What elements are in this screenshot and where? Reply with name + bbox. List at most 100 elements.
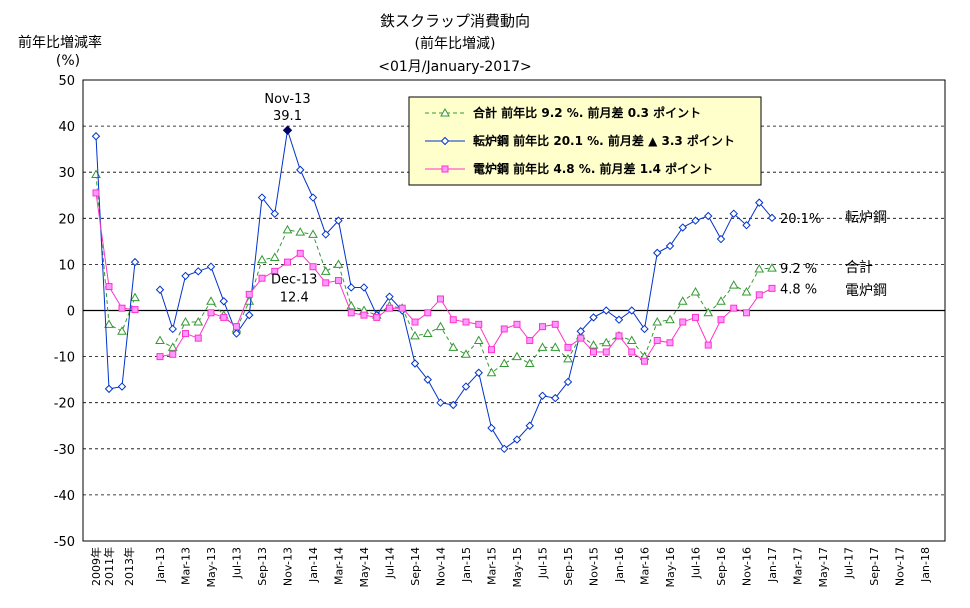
data-point-diamond <box>168 324 177 334</box>
data-point-square <box>628 348 636 356</box>
data-point-triangle <box>754 264 765 273</box>
y-tick-labels: 50 40 30 20 10 0 -10 -20 -30 -40 -50 <box>54 74 75 550</box>
x-tick-labels: 2009年 2011年 2013年 Jan-13 Mar-13 May-13 Jul-13 S… <box>89 547 932 588</box>
x-tick-label: Nov-14 <box>435 547 448 586</box>
plot-border <box>82 79 946 542</box>
data-point-diamond <box>117 382 127 391</box>
x-tick-label: Mar-17 <box>792 547 805 585</box>
chart-period: <01月/January-2017> <box>378 59 532 75</box>
data-point-square <box>704 341 712 349</box>
series-layer <box>91 125 777 454</box>
data-point-diamond <box>181 271 190 281</box>
data-point-square <box>475 320 483 328</box>
data-point-square <box>615 332 623 340</box>
data-point-square <box>233 323 240 331</box>
data-point-diamond <box>449 400 458 410</box>
data-point-diamond <box>589 313 598 322</box>
data-point-diamond <box>474 368 483 377</box>
y-axis-label: 前年比増減率 <box>18 34 102 51</box>
data-point-triangle <box>180 317 191 326</box>
data-point-triangle <box>703 307 714 317</box>
y-tick-label: 40 <box>58 120 75 135</box>
x-tick-label: 2011年 <box>102 547 116 586</box>
x-tick-label: Jan-13 <box>154 547 167 583</box>
series-name-converter: 転炉鋼 <box>845 210 887 226</box>
data-point-triangle <box>767 263 777 272</box>
y-tick-label: 20 <box>58 212 75 227</box>
data-point-square <box>296 249 304 257</box>
data-point-square <box>641 357 648 365</box>
grid-lines <box>82 79 946 542</box>
data-point-triangle <box>308 229 318 238</box>
data-point-triangle <box>665 314 675 324</box>
data-point-square <box>258 274 266 282</box>
data-point-square <box>207 309 215 317</box>
data-point-triangle <box>333 259 344 268</box>
data-point-triangle <box>588 340 599 349</box>
data-point-square <box>730 304 738 312</box>
data-point-square <box>488 346 495 354</box>
data-point-square <box>679 318 687 326</box>
data-point-diamond <box>729 209 738 218</box>
series-line-monthly <box>159 252 773 362</box>
data-point-triangle <box>117 326 127 335</box>
data-point-square <box>131 306 139 314</box>
data-point-triangle <box>295 227 306 236</box>
data-point-diamond <box>334 216 343 225</box>
data-point-diamond <box>436 398 445 407</box>
data-point-triangle <box>550 342 561 351</box>
data-point-diamond <box>245 310 254 320</box>
data-point-triangle <box>440 107 450 117</box>
x-tick-label: Sep-15 <box>562 547 575 586</box>
data-point-square <box>500 325 508 333</box>
data-point-square <box>335 277 342 285</box>
data-point-triangle <box>461 349 471 358</box>
data-point-square <box>245 290 253 298</box>
data-point-diamond <box>296 165 305 175</box>
y-tick-label: -10 <box>54 351 75 366</box>
data-point-diamond <box>640 324 649 334</box>
data-point-square <box>373 313 381 321</box>
data-point-square <box>309 263 317 271</box>
x-tick-label: Mar-14 <box>333 547 346 585</box>
data-point-triangle <box>193 317 204 326</box>
data-point-square <box>386 304 393 312</box>
data-point-diamond <box>704 211 713 221</box>
legend-item-electric: 電炉鋼 前年比 4.8 %. 前月差 1.4 ポイント <box>473 161 713 176</box>
data-point-triangle <box>104 319 114 328</box>
legend-item-total: 合計 前年比 9.2 %. 前月差 0.3 ポイント <box>473 105 701 120</box>
legend: 合計 前年比 9.2 %. 前月差 0.3 ポイント 転炉鋼 前年比 20.1 … <box>408 96 762 186</box>
data-point-square <box>513 320 521 328</box>
data-point-triangle <box>320 266 331 275</box>
data-point-diamond <box>194 267 203 276</box>
x-tick-label: 2013年 <box>122 547 136 586</box>
x-tick-label: Sep-17 <box>868 547 881 586</box>
y-tick-label: 0 <box>67 305 75 320</box>
data-point-square <box>271 267 279 275</box>
data-point-diamond <box>563 377 573 387</box>
data-point-square <box>105 283 113 291</box>
series-end-value-converter: 20.1% <box>780 212 821 227</box>
x-tick-label: Sep-14 <box>409 547 422 586</box>
data-point-square <box>653 336 661 344</box>
data-point-square <box>666 339 674 347</box>
data-point-square <box>411 318 419 326</box>
legend-item-converter: 転炉鋼 前年比 20.1 %. 前月差 ▲ 3.3 ポイント <box>473 133 735 148</box>
data-point-diamond <box>602 306 611 315</box>
x-tick-label: Jul-14 <box>384 547 397 579</box>
data-point-diamond <box>665 241 675 251</box>
x-tick-label: Mar-15 <box>486 547 499 585</box>
data-point-diamond <box>487 423 496 433</box>
data-point-square <box>92 189 100 197</box>
annotation-nov13-label: Nov-13 <box>264 92 310 107</box>
data-point-triangle <box>716 296 726 305</box>
data-point-square <box>449 316 457 324</box>
x-tick-label: May-15 <box>511 547 524 588</box>
data-point-diamond <box>270 209 279 218</box>
data-point-square <box>692 313 699 321</box>
series-end-value-total: 9.2 % <box>780 262 817 277</box>
data-point-triangle <box>91 169 101 179</box>
data-point-diamond <box>678 223 687 232</box>
data-point-square <box>590 348 597 356</box>
